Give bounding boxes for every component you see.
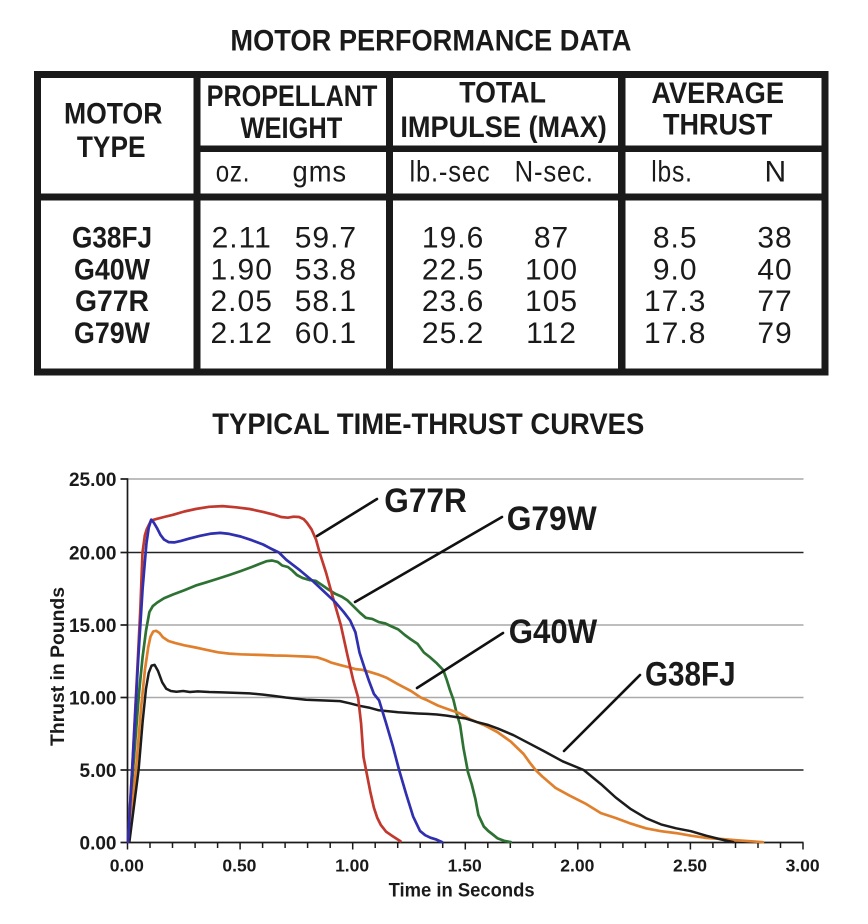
- svg-text:77: 77: [757, 285, 792, 318]
- svg-text:2.05: 2.05: [211, 285, 273, 318]
- svg-text:3.00: 3.00: [786, 856, 820, 876]
- svg-text:100: 100: [525, 253, 578, 286]
- svg-text:2.11: 2.11: [212, 222, 272, 255]
- svg-text:87: 87: [534, 222, 569, 255]
- svg-text:THRUST: THRUST: [663, 109, 772, 142]
- svg-text:N-sec.: N-sec.: [515, 156, 594, 189]
- svg-text:MOTOR: MOTOR: [64, 98, 163, 131]
- svg-text:23.6: 23.6: [422, 285, 484, 318]
- svg-text:gms: gms: [293, 156, 348, 189]
- svg-text:0.00: 0.00: [110, 856, 144, 876]
- svg-text:Thrust in Pounds: Thrust in Pounds: [48, 587, 69, 746]
- svg-text:G40W: G40W: [509, 613, 598, 651]
- svg-text:8.5: 8.5: [653, 222, 698, 255]
- svg-text:G38FJ: G38FJ: [72, 222, 152, 255]
- svg-text:15.00: 15.00: [69, 616, 117, 637]
- svg-text:79: 79: [757, 317, 792, 350]
- svg-text:19.6: 19.6: [422, 222, 484, 255]
- svg-text:AVERAGE: AVERAGE: [651, 77, 784, 110]
- svg-text:53.8: 53.8: [295, 253, 357, 286]
- svg-text:1.00: 1.00: [335, 856, 369, 876]
- svg-text:G77R: G77R: [384, 482, 467, 520]
- svg-text:40: 40: [757, 253, 792, 286]
- svg-text:MOTOR PERFORMANCE DATA: MOTOR PERFORMANCE DATA: [230, 25, 631, 58]
- svg-text:2.12: 2.12: [211, 317, 273, 350]
- svg-text:20.00: 20.00: [69, 544, 117, 565]
- svg-text:G77R: G77R: [75, 285, 149, 318]
- svg-text:lb.-sec: lb.-sec: [409, 156, 490, 189]
- svg-text:TYPE: TYPE: [77, 131, 146, 164]
- svg-text:59.7: 59.7: [295, 222, 357, 255]
- svg-text:38: 38: [757, 222, 792, 255]
- svg-text:112: 112: [526, 317, 577, 350]
- svg-text:lbs.: lbs.: [651, 156, 693, 189]
- svg-text:PROPELLANT: PROPELLANT: [207, 80, 378, 113]
- svg-text:0.00: 0.00: [80, 834, 117, 855]
- svg-text:2.00: 2.00: [560, 856, 594, 876]
- svg-text:G38FJ: G38FJ: [645, 655, 736, 693]
- svg-text:22.5: 22.5: [422, 253, 484, 286]
- svg-text:G40W: G40W: [74, 253, 151, 286]
- svg-text:IMPULSE (MAX): IMPULSE (MAX): [400, 111, 607, 144]
- svg-text:WEIGHT: WEIGHT: [241, 112, 343, 145]
- svg-text:N: N: [764, 156, 787, 189]
- svg-text:1.50: 1.50: [448, 856, 482, 876]
- svg-text:58.1: 58.1: [295, 285, 357, 318]
- svg-text:60.1: 60.1: [295, 317, 357, 350]
- svg-text:oz.: oz.: [216, 156, 251, 189]
- svg-text:G79W: G79W: [507, 500, 598, 538]
- svg-text:25.00: 25.00: [69, 470, 117, 491]
- svg-text:1.90: 1.90: [211, 253, 273, 286]
- svg-text:TOTAL: TOTAL: [459, 76, 546, 109]
- svg-text:G79W: G79W: [74, 317, 151, 350]
- svg-text:105: 105: [525, 285, 578, 318]
- svg-text:2.50: 2.50: [673, 856, 707, 876]
- svg-text:9.0: 9.0: [653, 253, 698, 286]
- svg-text:10.00: 10.00: [69, 689, 117, 710]
- svg-text:Time in Seconds: Time in Seconds: [389, 881, 535, 902]
- svg-text:5.00: 5.00: [80, 761, 117, 782]
- svg-text:17.8: 17.8: [644, 317, 706, 350]
- svg-text:0.50: 0.50: [222, 856, 256, 876]
- svg-text:TYPICAL TIME-THRUST CURVES: TYPICAL TIME-THRUST CURVES: [212, 408, 644, 441]
- svg-text:25.2: 25.2: [422, 317, 484, 350]
- svg-text:17.3: 17.3: [644, 285, 706, 318]
